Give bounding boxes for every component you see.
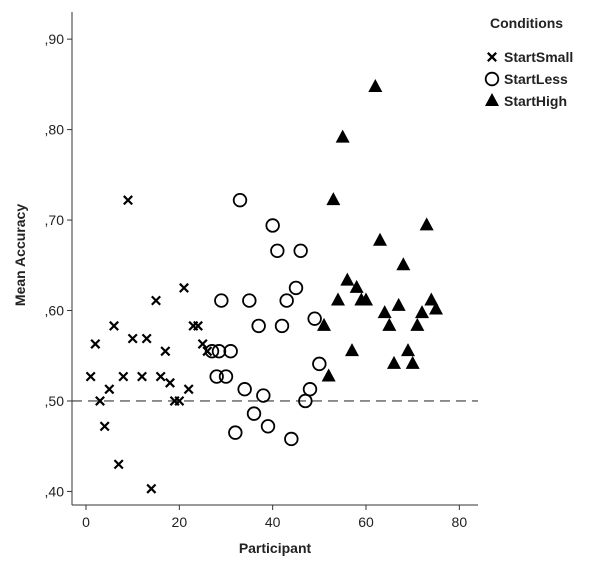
y-tick-label: ,70 bbox=[45, 212, 65, 228]
data-point bbox=[152, 296, 160, 304]
series-startless bbox=[206, 194, 326, 445]
x-tick-label: 0 bbox=[82, 514, 90, 530]
data-point bbox=[317, 318, 331, 331]
data-point bbox=[238, 383, 251, 396]
data-marks bbox=[86, 79, 443, 493]
data-point bbox=[234, 194, 247, 207]
data-point bbox=[387, 356, 401, 369]
y-axis-title: Mean Accuracy bbox=[12, 204, 28, 306]
data-point bbox=[336, 130, 350, 143]
x-tick-label: 20 bbox=[172, 514, 188, 530]
data-point bbox=[401, 343, 415, 356]
data-point bbox=[340, 273, 354, 286]
data-point bbox=[266, 219, 279, 232]
legend-marker bbox=[488, 53, 496, 61]
legend-label: StartHigh bbox=[504, 93, 567, 109]
data-point bbox=[392, 298, 406, 311]
axes: ,40 ,50 ,60 ,70 ,80 ,90 0 20 40 60 80 bbox=[45, 12, 478, 530]
data-point bbox=[224, 345, 237, 358]
data-point bbox=[345, 343, 359, 356]
data-point bbox=[215, 294, 228, 307]
data-point bbox=[180, 284, 188, 292]
data-point bbox=[248, 407, 261, 420]
data-point bbox=[331, 293, 345, 306]
data-point bbox=[110, 322, 118, 330]
data-point bbox=[308, 312, 321, 325]
data-point bbox=[252, 320, 265, 333]
data-point bbox=[304, 383, 317, 396]
data-point bbox=[198, 340, 206, 348]
y-tick-label: ,80 bbox=[45, 122, 65, 138]
data-point bbox=[156, 372, 164, 380]
data-point bbox=[142, 334, 150, 342]
data-point bbox=[276, 320, 289, 333]
data-point bbox=[280, 294, 293, 307]
data-point bbox=[100, 422, 108, 430]
data-point bbox=[290, 282, 303, 295]
data-point bbox=[271, 245, 284, 258]
y-tick-label: ,60 bbox=[45, 303, 65, 319]
data-point bbox=[262, 420, 275, 433]
x-tick-label: 40 bbox=[265, 514, 281, 530]
data-point bbox=[322, 368, 336, 381]
data-point bbox=[114, 460, 122, 468]
x-tick-label: 60 bbox=[358, 514, 374, 530]
data-point bbox=[415, 305, 429, 318]
data-point bbox=[257, 389, 270, 402]
legend-label: StartLess bbox=[504, 71, 568, 87]
data-point bbox=[166, 379, 174, 387]
y-tick-label: ,40 bbox=[45, 483, 65, 499]
data-point bbox=[396, 257, 410, 270]
data-point bbox=[86, 372, 94, 380]
data-point bbox=[326, 192, 340, 205]
data-point bbox=[229, 426, 242, 439]
legend-item-startsmall: StartSmall bbox=[488, 49, 573, 65]
data-point bbox=[138, 372, 146, 380]
series-starthigh bbox=[317, 79, 443, 381]
legend-item-startless: StartLess bbox=[486, 71, 568, 87]
data-point bbox=[373, 233, 387, 246]
legend-marker bbox=[485, 93, 499, 106]
data-point bbox=[124, 196, 132, 204]
data-point bbox=[147, 485, 155, 493]
data-point bbox=[368, 79, 382, 92]
y-tick-label: ,50 bbox=[45, 393, 65, 409]
legend-marker bbox=[486, 73, 499, 86]
data-point bbox=[105, 385, 113, 393]
data-point bbox=[382, 318, 396, 331]
data-point bbox=[243, 294, 256, 307]
data-point bbox=[406, 356, 420, 369]
legend: Conditions StartSmall StartLess StartHigh bbox=[485, 15, 573, 109]
data-point bbox=[410, 318, 424, 331]
data-point bbox=[91, 340, 99, 348]
x-axis-title: Participant bbox=[239, 540, 312, 556]
data-point bbox=[294, 245, 307, 258]
data-point bbox=[128, 334, 136, 342]
data-point bbox=[313, 358, 326, 371]
legend-title: Conditions bbox=[490, 15, 563, 31]
data-point bbox=[194, 322, 202, 330]
data-point bbox=[378, 305, 392, 318]
data-point bbox=[119, 372, 127, 380]
data-point bbox=[161, 347, 169, 355]
data-point bbox=[184, 385, 192, 393]
data-point bbox=[420, 217, 434, 230]
data-point bbox=[285, 433, 298, 446]
legend-item-starthigh: StartHigh bbox=[485, 93, 567, 109]
series-startsmall bbox=[86, 196, 211, 493]
y-tick-label: ,90 bbox=[45, 31, 65, 47]
data-point bbox=[220, 370, 233, 383]
legend-label: StartSmall bbox=[504, 49, 573, 65]
x-tick-label: 80 bbox=[452, 514, 468, 530]
